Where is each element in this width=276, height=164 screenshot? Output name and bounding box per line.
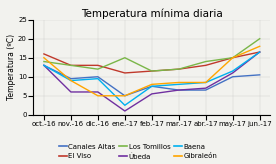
Y-axis label: Temperatura (ºC): Temperatura (ºC) — [7, 34, 17, 100]
Title: Temperatura mínima diaria: Temperatura mínima diaria — [81, 8, 223, 19]
Legend: Canales Altas, El Viso, Los Tomillos, Úbeda, Baena, Gibraleón: Canales Altas, El Viso, Los Tomillos, Úb… — [58, 143, 218, 161]
